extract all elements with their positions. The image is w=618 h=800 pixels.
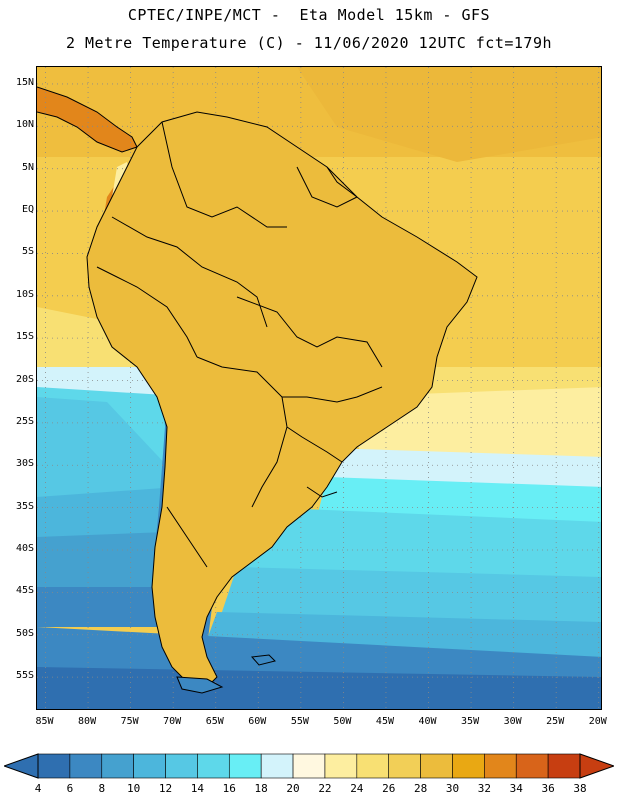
longitude-label: 80W bbox=[78, 716, 97, 727]
latitude-label: 10N bbox=[15, 119, 34, 131]
colorbar-label: 26 bbox=[382, 782, 396, 795]
colorbar-cell bbox=[452, 753, 485, 779]
longitude-label: 75W bbox=[120, 716, 139, 727]
latitude-label: 40S bbox=[15, 543, 34, 554]
colorbar-label: 4 bbox=[34, 782, 42, 795]
colorbar-label: 8 bbox=[98, 782, 106, 795]
colorbar-cell bbox=[324, 753, 358, 779]
colorbar-cell bbox=[165, 753, 198, 779]
colorbar-label: 24 bbox=[350, 782, 364, 795]
latitude-label: 10S bbox=[15, 288, 34, 300]
colorbar-cell bbox=[515, 753, 549, 779]
longitude-label: 70W bbox=[163, 716, 182, 727]
colorbar-label: 18 bbox=[254, 782, 268, 795]
latitude-label: 15S bbox=[15, 331, 34, 343]
colorbar-cell bbox=[37, 753, 71, 779]
latitude-label: 5N bbox=[21, 161, 34, 173]
colorbar-label: 34 bbox=[509, 782, 523, 795]
colorbar-label: 16 bbox=[222, 782, 236, 795]
colorbar-label: 14 bbox=[190, 782, 205, 795]
longitude-label: 25W bbox=[546, 716, 565, 727]
latitude-label: EQ bbox=[21, 204, 34, 216]
latitude-label: 50S bbox=[15, 627, 34, 639]
longitude-label: 60W bbox=[248, 716, 267, 727]
temperature-map bbox=[36, 66, 602, 710]
colorbar-label: 36 bbox=[541, 782, 555, 795]
colorbar-label: 32 bbox=[477, 782, 491, 795]
colorbar-label: 38 bbox=[573, 782, 587, 795]
colorbar-cell bbox=[547, 753, 581, 779]
colorbar-cell bbox=[292, 753, 326, 779]
colorbar-high-arrow bbox=[579, 753, 614, 779]
colorbar-cell bbox=[228, 753, 262, 779]
colorbar-cell bbox=[133, 753, 166, 779]
colorbar-cell bbox=[101, 753, 134, 779]
longitude-label: 65W bbox=[205, 716, 224, 727]
latitude-label: 25S bbox=[15, 415, 34, 427]
longitude-label: 40W bbox=[418, 716, 437, 727]
longitude-label: 30W bbox=[503, 716, 522, 727]
latitude-label: 5S bbox=[21, 246, 34, 258]
longitude-label: 20W bbox=[588, 716, 607, 727]
colorbar-cell bbox=[69, 753, 103, 779]
colorbar-cell bbox=[484, 753, 517, 779]
colorbar-label: 22 bbox=[318, 782, 332, 795]
latitude-label: 45S bbox=[15, 585, 34, 597]
colorbar-cell bbox=[388, 753, 421, 779]
map-title-line-1: CPTEC/INPE/MCT - Eta Model 15km - GFS bbox=[127, 6, 491, 24]
latitude-label: 15N bbox=[15, 76, 34, 88]
colorbar-label: 10 bbox=[127, 782, 141, 795]
colorbar-label: 30 bbox=[445, 782, 460, 795]
latitude-label: 20S bbox=[15, 373, 34, 385]
colorbar-cell bbox=[260, 753, 294, 779]
colorbar-low-arrow bbox=[4, 753, 39, 779]
latitude-label: 55S bbox=[15, 670, 34, 682]
colorbar-cell bbox=[356, 753, 390, 779]
colorbar-label: 6 bbox=[66, 782, 74, 795]
colorbar-label: 12 bbox=[158, 782, 173, 795]
colorbar-label: 28 bbox=[413, 782, 428, 795]
longitude-label: 50W bbox=[333, 716, 352, 727]
map-canvas bbox=[37, 67, 601, 709]
country-borders bbox=[37, 86, 478, 688]
temperature-colorbar bbox=[4, 753, 614, 779]
islands bbox=[176, 654, 276, 694]
latitude-label: 35S bbox=[15, 500, 34, 512]
longitude-label: 85W bbox=[35, 716, 54, 727]
longitude-label: 35W bbox=[461, 716, 480, 727]
colorbar-label: 20 bbox=[286, 782, 300, 795]
map-title-line-2: 2 Metre Temperature (C) - 11/06/2020 12U… bbox=[65, 34, 553, 52]
colorbar-cell bbox=[420, 753, 453, 779]
latitude-label: 30S bbox=[15, 458, 34, 470]
colorbar-cell bbox=[197, 753, 230, 779]
longitude-label: 45W bbox=[375, 716, 394, 727]
longitude-label: 55W bbox=[290, 716, 309, 727]
